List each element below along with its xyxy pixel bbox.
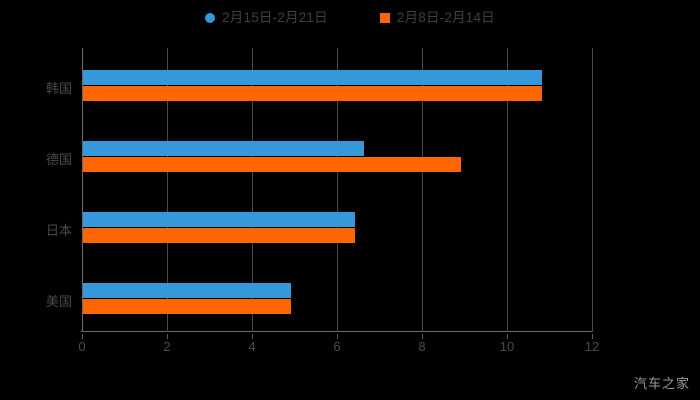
x-tick-label-2: 2	[163, 339, 171, 354]
x-tick-mark	[422, 334, 423, 339]
gridline	[592, 48, 593, 332]
legend-label-series-1: 2月8日-2月14日	[396, 10, 495, 26]
gridline	[167, 48, 168, 332]
x-tick-mark	[507, 334, 508, 339]
x-tick-label-4: 4	[248, 339, 256, 354]
bar-group	[83, 141, 593, 172]
x-axis-ticks: 0 2 4 6 8 10 12	[78, 334, 599, 356]
bar-group	[83, 212, 593, 243]
legend-entry-series-1[interactable]: 2月8日-2月14日	[379, 10, 495, 26]
y-axis-label-1: 德国	[45, 151, 72, 167]
legend-circle-marker-icon	[205, 13, 216, 23]
y-axis-line	[82, 48, 83, 332]
x-tick-label-12: 12	[584, 339, 600, 354]
bar[interactable]	[83, 283, 292, 298]
bar[interactable]	[83, 157, 462, 172]
bar[interactable]	[83, 299, 292, 314]
x-tick-label-6: 6	[333, 339, 341, 354]
gridline	[252, 48, 253, 332]
y-axis-category-labels: 韩国 德国 日本 美国	[0, 48, 72, 332]
x-tick-label-0: 0	[78, 339, 86, 354]
bar[interactable]	[83, 70, 542, 85]
x-tick-mark	[252, 334, 253, 339]
y-axis-label-3: 美国	[45, 293, 72, 309]
x-tick-label-8: 8	[418, 339, 426, 354]
legend-entry-series-0[interactable]: 2月15日-2月21日	[205, 11, 328, 25]
legend-square-marker-icon	[379, 13, 390, 23]
y-axis-label-0: 韩国	[45, 80, 72, 96]
x-tick-label-10: 10	[499, 339, 515, 354]
gridline	[422, 48, 423, 332]
bar-group	[83, 283, 593, 314]
x-tick-mark	[82, 334, 83, 339]
y-axis-label-2: 日本	[45, 222, 72, 238]
bar[interactable]	[83, 141, 364, 156]
gridline	[507, 48, 508, 332]
watermark: 汽车之家	[633, 376, 690, 391]
chart-legend: 2月15日-2月21日 2月8日-2月14日	[0, 8, 700, 28]
bar[interactable]	[83, 228, 355, 243]
bar[interactable]	[83, 86, 542, 101]
bar[interactable]	[83, 212, 355, 227]
gridline	[337, 48, 338, 332]
x-tick-mark	[592, 334, 593, 339]
plot-area	[81, 48, 593, 332]
x-tick-mark	[167, 334, 168, 339]
x-tick-mark	[337, 334, 338, 339]
legend-label-series-0: 2月15日-2月21日	[222, 10, 328, 26]
bar-group	[83, 70, 593, 101]
